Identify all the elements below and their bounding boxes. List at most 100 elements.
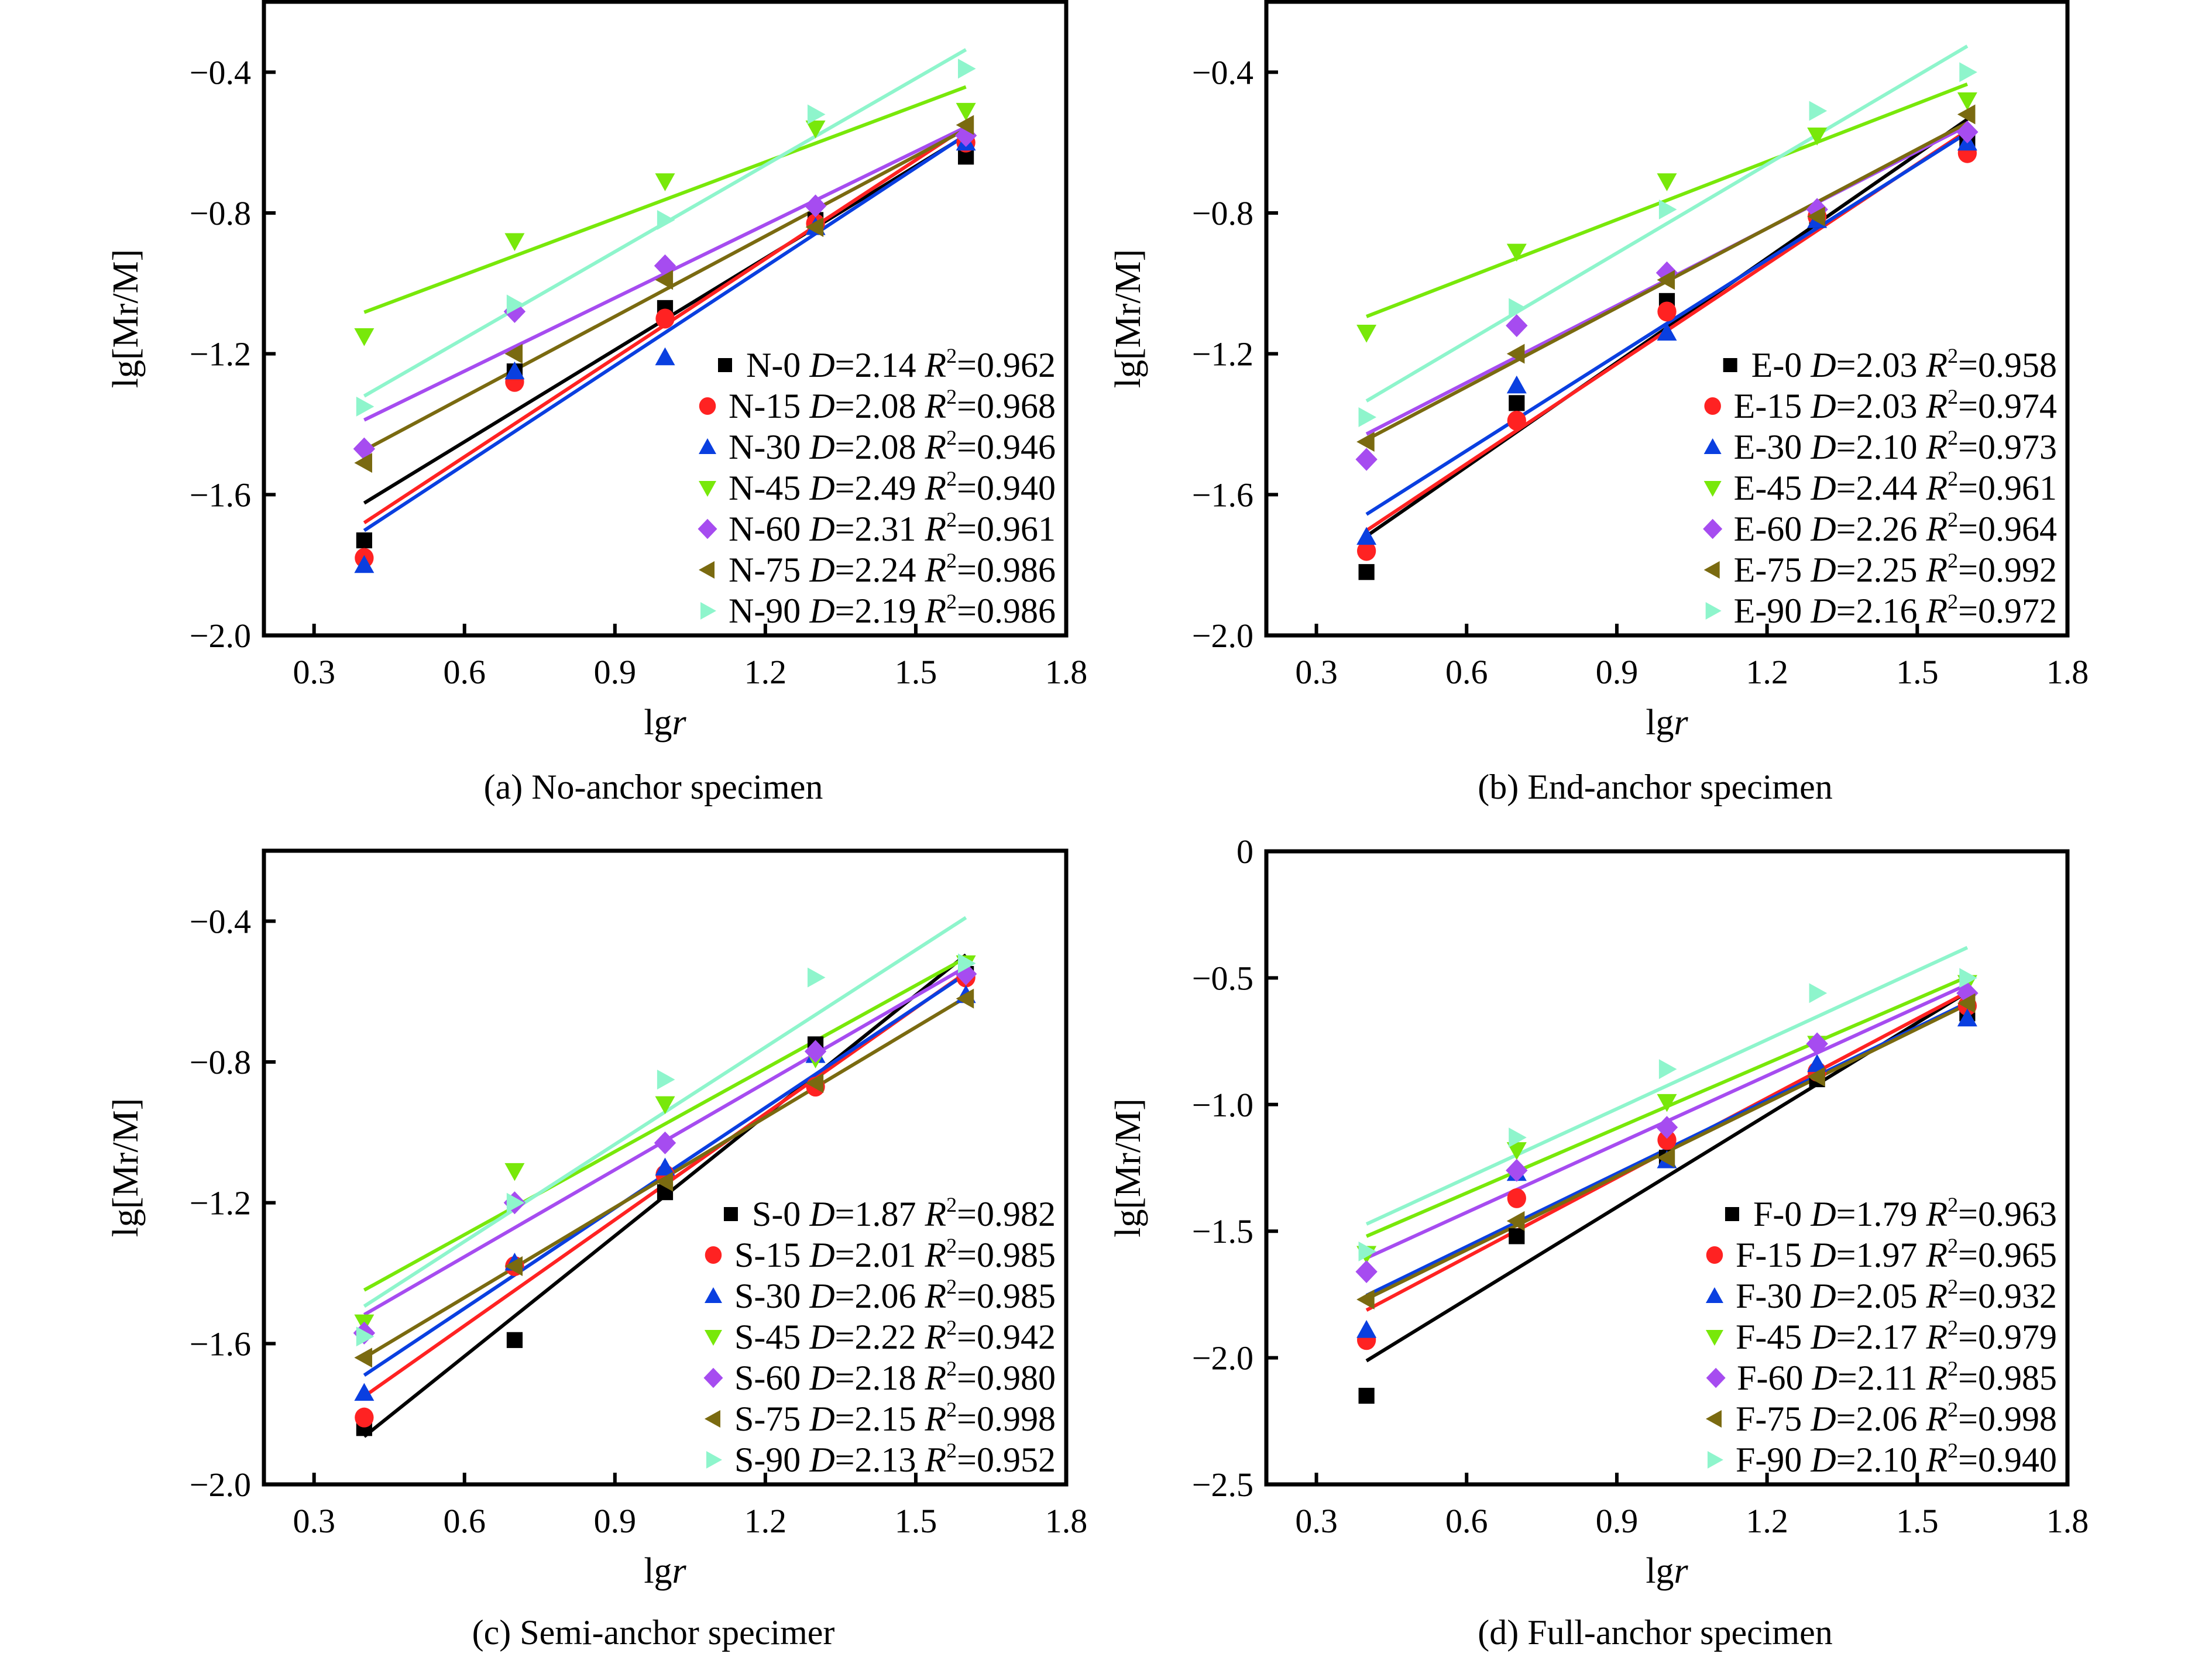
- data-point: [506, 294, 525, 315]
- y-tick-label: −0.8: [190, 1043, 251, 1081]
- legend-item-s-45: S-45 D=2.22 R2=0.942: [704, 1316, 1056, 1356]
- legend-marker: [703, 1367, 723, 1388]
- x-tick-label: 1.8: [1045, 653, 1088, 691]
- y-tick-label: −1.0: [1192, 1086, 1253, 1124]
- legend-marker: [1725, 1207, 1739, 1221]
- panel-caption: (a) No-anchor specimen: [484, 768, 823, 806]
- data-point: [1657, 173, 1677, 191]
- fit-line-n-45: [363, 85, 967, 314]
- legend-label: S-90 D=2.13 R2=0.952: [734, 1439, 1056, 1479]
- fit-line-n-75: [363, 128, 967, 452]
- data-point: [1657, 1130, 1677, 1150]
- data-point: [356, 1326, 375, 1347]
- data-point: [1356, 324, 1377, 343]
- data-point: [1807, 1067, 1825, 1087]
- series-n-75: [354, 115, 974, 473]
- x-tick-label: 0.3: [293, 1502, 335, 1540]
- data-point: [1959, 62, 1977, 82]
- data-point: [1957, 993, 1976, 1013]
- legend-marker: [700, 602, 716, 620]
- legend-item-e-15: E-15 D=2.03 R2=0.974: [1704, 385, 2057, 425]
- fit-line-f-90: [1365, 946, 1969, 1226]
- legend-item-s-15: S-15 D=2.01 R2=0.985: [705, 1234, 1056, 1274]
- legend-label: S-60 D=2.18 R2=0.980: [734, 1357, 1056, 1397]
- x-tick-label: 1.8: [1045, 1502, 1088, 1540]
- y-tick-label: −1.5: [1192, 1212, 1253, 1250]
- legend-marker: [1703, 438, 1722, 454]
- series-e-45: [1356, 92, 1977, 343]
- data-point: [956, 115, 974, 135]
- x-tick-label: 0.9: [1596, 653, 1639, 691]
- data-point: [805, 121, 826, 139]
- data-point: [804, 1040, 827, 1063]
- y-tick-label: 0: [1236, 833, 1253, 871]
- series-e-60: [1355, 121, 1979, 471]
- plot-frame: [262, 0, 1069, 638]
- legend-item-s-0: S-0 D=1.87 R2=0.982: [723, 1193, 1056, 1233]
- data-point: [805, 217, 824, 238]
- y-tick-label: −2.5: [1192, 1466, 1253, 1504]
- y-tick-label: −1.6: [190, 1325, 251, 1363]
- data-point: [807, 104, 826, 125]
- y-tick-label: −1.2: [1192, 335, 1253, 373]
- x-tick-label: 1.5: [895, 653, 937, 691]
- data-point: [1506, 375, 1527, 394]
- legend-label: N-0 D=2.14 R2=0.962: [746, 344, 1056, 384]
- data-point: [657, 210, 675, 231]
- legend-marker: [704, 1410, 720, 1428]
- x-tick-label: 0.9: [594, 1502, 637, 1540]
- legend-item-f-45: F-45 D=2.17 R2=0.979: [1705, 1316, 2057, 1356]
- legend-item-n-90: N-90 D=2.19 R2=0.986: [700, 590, 1056, 630]
- legend-item-s-30: S-30 D=2.06 R2=0.985: [704, 1275, 1056, 1315]
- legend-label: N-60 D=2.31 R2=0.961: [729, 508, 1056, 548]
- data-point: [1957, 104, 1976, 125]
- fit-line-s-45: [363, 956, 967, 1292]
- plot-frame: [1264, 0, 2070, 638]
- legend-marker: [1706, 1367, 1726, 1388]
- legend-marker: [1705, 1330, 1723, 1346]
- data-point: [506, 1332, 523, 1348]
- legend-label: E-0 D=2.03 R2=0.958: [1751, 344, 2057, 384]
- legend-label: F-0 D=1.79 R2=0.963: [1753, 1193, 2057, 1233]
- y-axis-label: lg[Mr/M]: [106, 1098, 146, 1237]
- data-point: [1355, 1260, 1378, 1283]
- data-point: [504, 361, 525, 380]
- legend-item-s-75: S-75 D=2.15 R2=0.998: [704, 1398, 1056, 1438]
- data-point: [655, 1096, 675, 1115]
- series-f-90: [1358, 968, 1977, 1261]
- legend-marker: [699, 397, 716, 415]
- data-point: [956, 102, 976, 121]
- panel-b: 0.3 0.6 0.9 1.2 1.5 1.8 −0.4 −0.8 −1.2 −1.6 −2.0 lg…: [1108, 0, 2089, 806]
- data-point: [1809, 101, 1828, 121]
- x-tick-label: 0.6: [444, 1502, 486, 1540]
- legend-marker: [1723, 358, 1737, 372]
- data-point: [1657, 1094, 1677, 1112]
- data-point: [956, 988, 974, 1009]
- legend-item-n-75: N-75 D=2.24 R2=0.986: [699, 549, 1056, 589]
- x-tick-label: 1.5: [895, 1502, 937, 1540]
- data-point: [1506, 1142, 1527, 1160]
- legend-marker: [704, 1287, 722, 1303]
- legend-label: E-15 D=2.03 R2=0.974: [1734, 385, 2057, 425]
- legend-item-f-90: F-90 D=2.10 R2=0.940: [1707, 1439, 2057, 1479]
- legend-marker: [706, 1451, 722, 1469]
- legend-label: S-30 D=2.06 R2=0.985: [734, 1275, 1056, 1315]
- data-point: [805, 1073, 824, 1094]
- x-tick-label: 0.6: [1445, 653, 1488, 691]
- data-point: [1358, 407, 1377, 427]
- data-point: [1956, 981, 1979, 1005]
- plot-frame: [262, 848, 1069, 1487]
- data-point: [354, 453, 372, 473]
- x-tick-label: 1.8: [2046, 653, 2089, 691]
- y-tick-label: −0.4: [1192, 53, 1253, 91]
- legend-label: E-60 D=2.26 R2=0.964: [1734, 508, 2057, 548]
- fit-line-n-30: [363, 133, 967, 532]
- data-point: [504, 233, 525, 252]
- data-point: [1956, 121, 1979, 144]
- legend-marker: [718, 358, 732, 372]
- series-n-45: [354, 102, 976, 346]
- legend-label: E-30 D=2.10 R2=0.973: [1734, 426, 2057, 466]
- legend-label: E-75 D=2.25 R2=0.992: [1734, 549, 2057, 589]
- fit-line-e-90: [1365, 44, 1969, 403]
- legend-item-n-45: N-45 D=2.49 R2=0.940: [699, 467, 1056, 507]
